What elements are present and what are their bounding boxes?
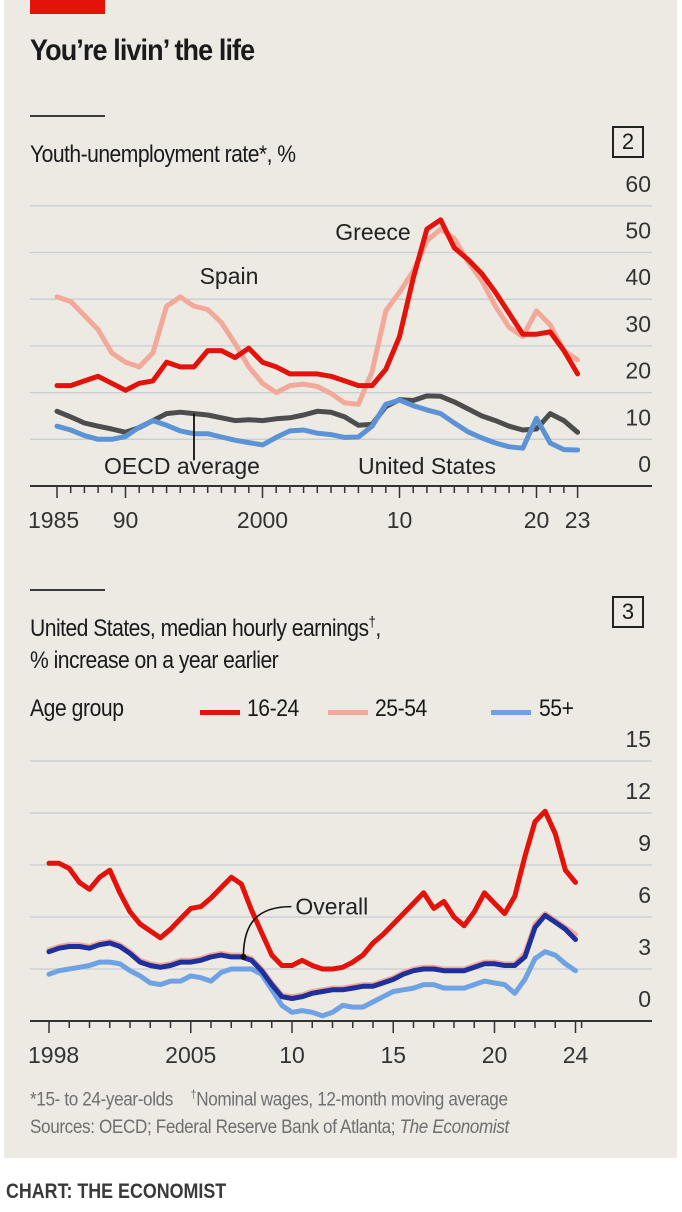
legend-label-16-24: 16-24: [247, 695, 299, 722]
sources-line: Sources: OECD; Federal Reserve Bank of A…: [30, 1117, 509, 1139]
x-tick-label: 20: [482, 1042, 508, 1068]
legend-label-55-plus: 55+: [539, 695, 574, 722]
annotation-oecd-average: OECD average: [104, 453, 260, 479]
x-tick-label: 20: [524, 507, 550, 533]
series-line-united-states: [54, 397, 581, 453]
annotation-leader-dot: [240, 953, 247, 960]
x-tick-label: 10: [387, 507, 413, 533]
sources-italic: The Economist: [399, 1117, 510, 1138]
y-tick-label: 12: [625, 778, 651, 804]
y-tick-label: 15: [625, 726, 651, 752]
x-tick-label: 24: [563, 1042, 589, 1068]
x-tick-label: 1998: [28, 1042, 79, 1068]
x-tick-label: 10: [279, 1042, 305, 1068]
panel2-number-box: 2: [612, 126, 644, 158]
y-tick-label: 3: [638, 934, 651, 960]
chart-credit: CHART: THE ECONOMIST: [6, 1180, 227, 1203]
legend-swatch-55-plus: [491, 710, 531, 715]
footnote-dagger: †: [190, 1087, 197, 1101]
y-tick-label: 10: [625, 404, 651, 430]
annotation-united-states: United States: [358, 453, 496, 479]
series-line-55: [46, 949, 578, 1019]
panel3-subtitle-text: United States, median hourly earnings: [30, 615, 369, 642]
economist-red-tab: [30, 0, 105, 14]
series-line-overall: [46, 912, 578, 1001]
panel3-number-box: 3: [612, 596, 644, 628]
section-rule: [30, 589, 105, 591]
y-tick-label: 40: [625, 264, 651, 290]
y-tick-label: 9: [638, 830, 651, 856]
youth-unemployment-chart: 0 10 20 30 40 50 60 1985 90 2000 10 20 23 Spain Greece…: [28, 171, 652, 533]
annotation-greece: Greece: [335, 219, 410, 245]
panel2-subtitle: Youth-unemployment rate*, %: [30, 141, 296, 168]
panel3-subtitle-line1: United States, median hourly earnings†,: [30, 606, 381, 646]
annotation-overall: Overall: [295, 894, 368, 920]
annotation-spain: Spain: [200, 263, 259, 289]
legend-swatch-16-24: [200, 710, 240, 715]
x-tick-label: 1985: [28, 507, 79, 533]
x-tick-label: 2005: [165, 1042, 216, 1068]
footnote-age: *15- to 24-year-olds: [30, 1089, 173, 1111]
earnings-growth-chart: 0 3 6 9 12 15 1998 2005 10 15 20 24 Overall: [28, 726, 652, 1068]
panel3-subtitle-line2: % increase on a year earlier: [30, 647, 279, 674]
y-tick-label: 6: [638, 882, 651, 908]
legend-swatch-25-54: [328, 710, 368, 715]
x-tick-label: 23: [565, 507, 591, 533]
y-tick-label: 60: [625, 171, 651, 197]
y-tick-label: 0: [638, 451, 651, 477]
series-line-spain: [54, 226, 581, 407]
footnote-wages: Nominal wages, 12-month moving average: [196, 1089, 508, 1111]
headline: You’re livin’ the life: [30, 34, 255, 67]
sources-text: Sources: OECD; Federal Reserve Bank of A…: [30, 1117, 400, 1138]
series-line-greece: [54, 217, 581, 393]
dagger-mark: †: [368, 614, 376, 631]
y-tick-label: 30: [625, 311, 651, 337]
legend-title: Age group: [30, 695, 124, 722]
section-rule: [30, 115, 105, 117]
y-tick-label: 0: [638, 986, 651, 1012]
x-tick-label: 15: [380, 1042, 406, 1068]
x-tick-label: 90: [113, 507, 139, 533]
subtitle-comma: ,: [375, 615, 381, 642]
footnote-line1: *15- to 24-year-olds †Nominal wages, 12-…: [30, 1087, 508, 1111]
series-line-16-24: [46, 808, 578, 972]
legend-label-25-54: 25-54: [375, 695, 427, 722]
y-tick-label: 50: [625, 218, 651, 244]
y-tick-label: 20: [625, 358, 651, 384]
x-tick-label: 2000: [237, 507, 288, 533]
annotation-leader-overall: [242, 905, 292, 957]
